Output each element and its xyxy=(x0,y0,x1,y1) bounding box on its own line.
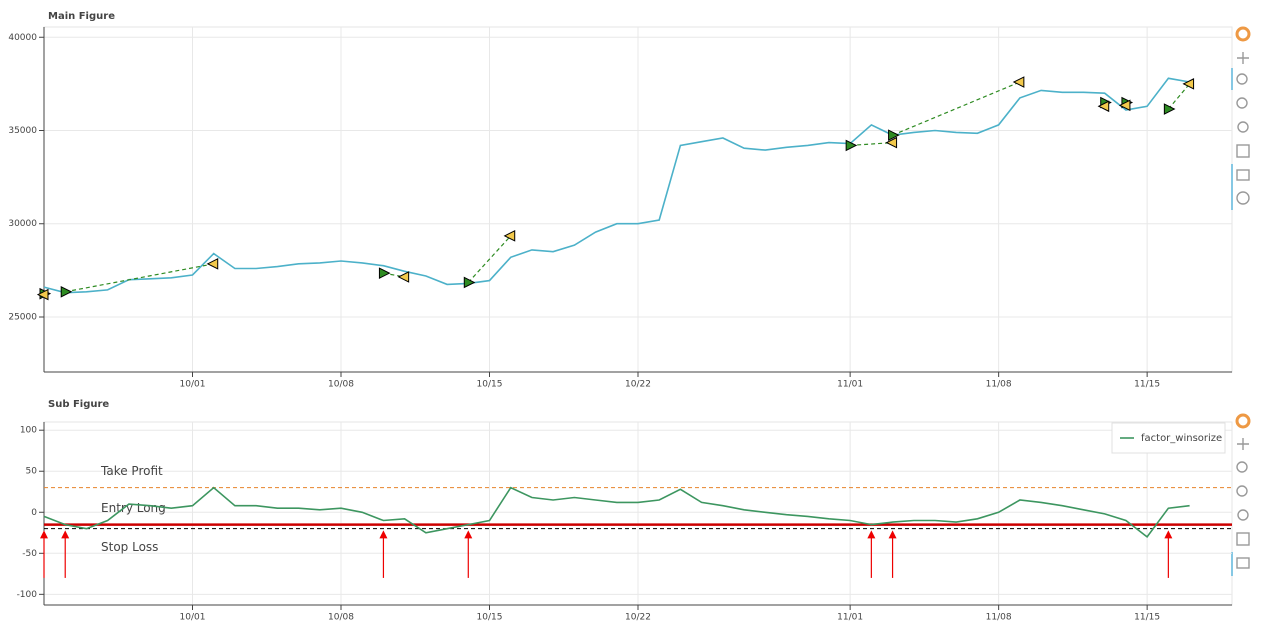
pan-tool[interactable] xyxy=(1237,52,1249,64)
bokeh-logo[interactable] xyxy=(1235,413,1251,429)
wheel-zoom-tool[interactable] xyxy=(1236,97,1248,109)
pan-tool[interactable] xyxy=(1237,438,1249,450)
legend: factor_winsorize xyxy=(1111,422,1226,454)
exit-marker xyxy=(397,271,410,283)
entry-marker xyxy=(845,139,858,152)
x-tick-label: 11/08 xyxy=(986,613,1012,623)
x-tick-label: 11/15 xyxy=(1134,380,1160,390)
exit-marker xyxy=(1182,78,1195,90)
x-tick-label: 10/08 xyxy=(328,380,354,390)
zoom-tool[interactable] xyxy=(1236,73,1248,85)
entry-marker xyxy=(378,267,391,279)
hover-tool[interactable] xyxy=(1236,169,1250,181)
x-tick-label: 10/22 xyxy=(625,613,651,623)
zoom-tool[interactable] xyxy=(1236,461,1248,473)
y-tick-label: 30000 xyxy=(8,219,37,229)
x-tick-label: 10/15 xyxy=(477,380,503,390)
save-tool[interactable] xyxy=(1236,532,1250,546)
hover-tool[interactable] xyxy=(1236,557,1250,569)
signal-arrow-head xyxy=(1164,530,1173,539)
y-tick-label: 100 xyxy=(20,426,37,436)
signal-arrow-head xyxy=(464,530,473,539)
x-tick-label: 10/01 xyxy=(180,613,206,623)
x-tick-label: 10/01 xyxy=(180,380,206,390)
exit-marker xyxy=(1097,100,1110,113)
bokeh-logo[interactable] xyxy=(1235,26,1251,42)
sub-title: Sub Figure xyxy=(48,399,109,410)
signal-arrow-head xyxy=(867,530,876,539)
trade-line xyxy=(1167,83,1191,110)
level-label: Take Profit xyxy=(100,464,163,478)
level-label: Stop Loss xyxy=(101,540,158,554)
crosshair-tool[interactable] xyxy=(1236,191,1250,205)
level-label: Entry Long xyxy=(101,501,166,515)
entry-marker xyxy=(60,286,73,298)
reset-tool[interactable] xyxy=(1237,121,1249,133)
x-tick-label: 11/15 xyxy=(1134,613,1160,623)
y-tick-label: 50 xyxy=(26,467,38,477)
legend-label: factor_winsorize xyxy=(1141,433,1222,444)
signal-arrow-head xyxy=(379,530,388,539)
wheel-zoom-tool[interactable] xyxy=(1236,485,1248,497)
signal-arrow-head xyxy=(61,530,70,539)
y-tick-label: 0 xyxy=(31,508,37,518)
y-tick-label: -50 xyxy=(22,549,37,559)
trade-line xyxy=(467,235,512,283)
signal-arrow-head xyxy=(888,530,897,539)
entry-marker xyxy=(888,129,900,141)
exit-marker xyxy=(1118,99,1131,112)
x-tick-label: 11/01 xyxy=(837,613,863,623)
y-tick-label: -100 xyxy=(17,590,38,600)
exit-marker xyxy=(206,258,219,270)
y-tick-label: 40000 xyxy=(8,33,37,43)
x-tick-label: 10/15 xyxy=(477,613,503,623)
x-tick-label: 11/01 xyxy=(837,380,863,390)
trade-line xyxy=(892,81,1021,136)
x-tick-label: 10/22 xyxy=(625,380,651,390)
x-tick-label: 10/08 xyxy=(328,613,354,623)
data-line xyxy=(43,486,1190,539)
toolbar xyxy=(1231,26,1251,576)
legend-box xyxy=(1111,422,1226,454)
reset-tool[interactable] xyxy=(1237,509,1249,521)
exit-marker xyxy=(1012,76,1025,88)
main-title: Main Figure xyxy=(48,11,115,22)
data-line xyxy=(43,77,1190,294)
x-tick-label: 11/08 xyxy=(986,380,1012,390)
entry-marker xyxy=(1163,103,1176,115)
save-tool[interactable] xyxy=(1236,144,1250,158)
exit-marker xyxy=(885,136,898,149)
exit-marker xyxy=(503,230,516,242)
y-tick-label: 25000 xyxy=(8,312,37,322)
trade-line xyxy=(65,263,214,293)
y-tick-label: 35000 xyxy=(8,126,37,136)
signal-arrow-head xyxy=(40,530,48,539)
exit-marker xyxy=(36,288,49,301)
entry-marker xyxy=(463,276,476,289)
trade-line xyxy=(850,142,893,147)
